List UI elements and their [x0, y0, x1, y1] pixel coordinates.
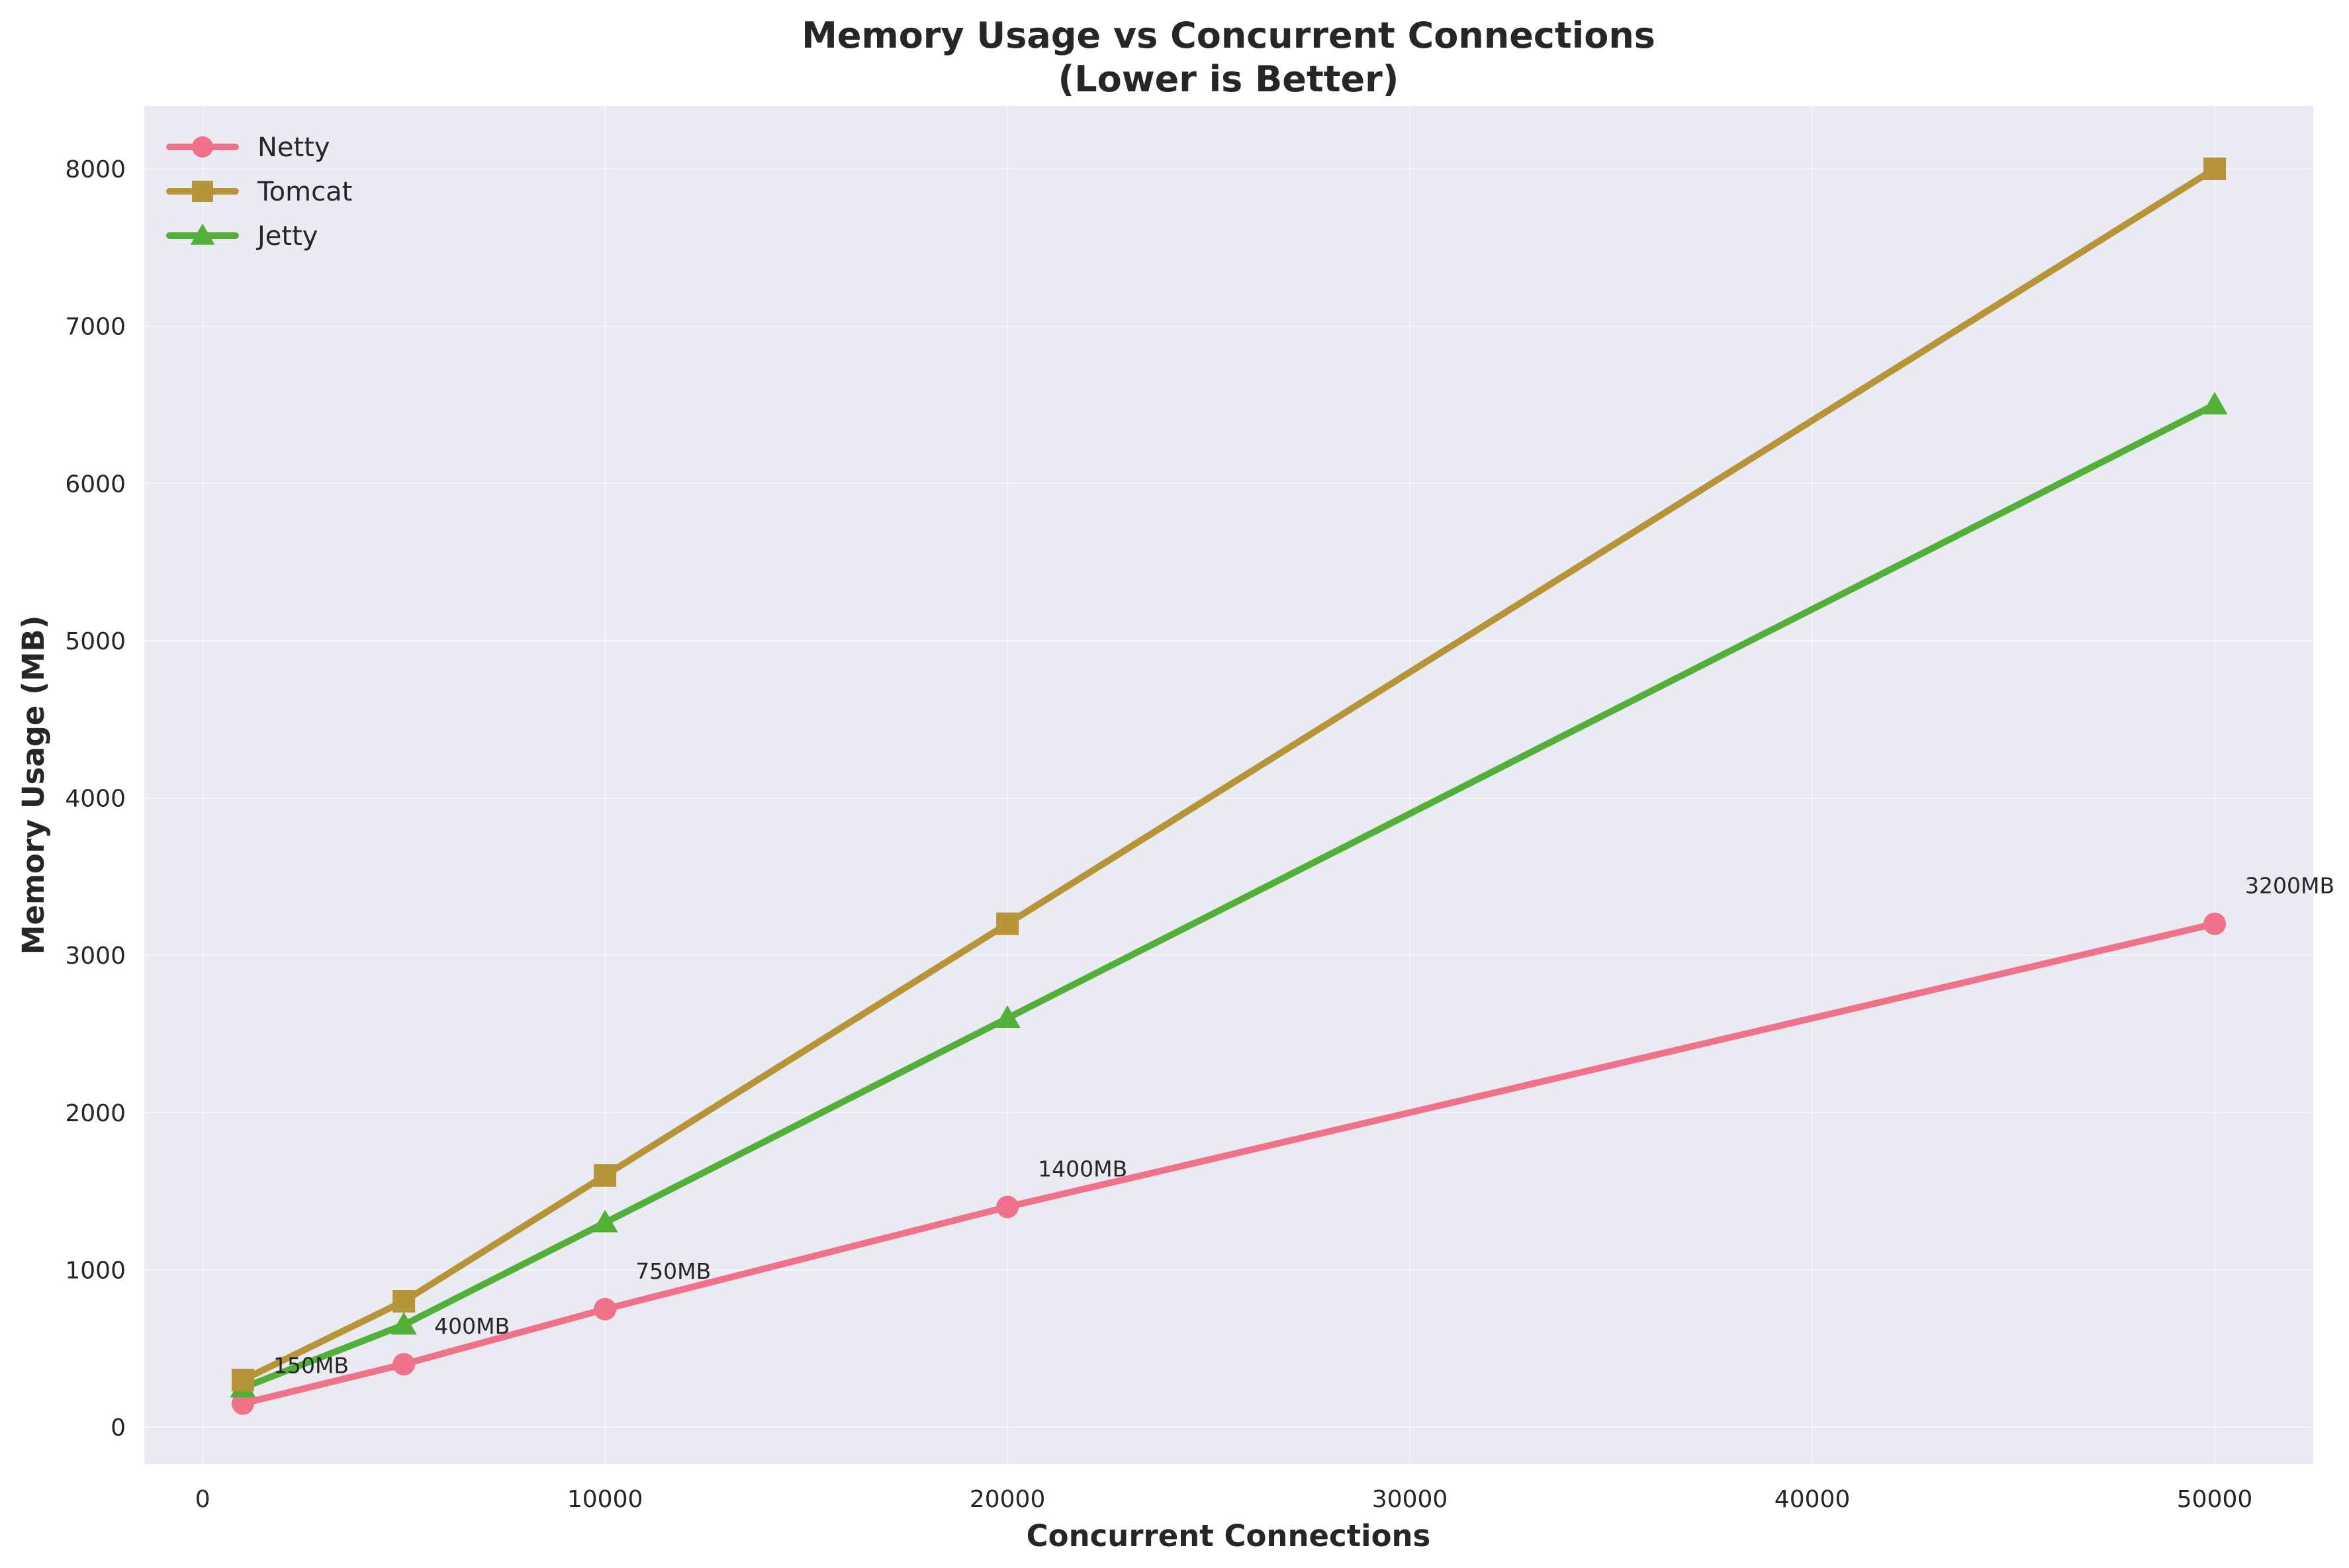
data-point-tomcat [2203, 158, 2227, 181]
y-tick-label: 8000 [65, 156, 126, 183]
legend-label: Jetty [255, 221, 318, 252]
data-point-netty [2203, 912, 2227, 935]
data-point-netty [392, 1353, 416, 1376]
series-netty [231, 912, 2227, 1415]
data-point-netty [996, 1195, 1019, 1219]
grid-lines [144, 106, 2313, 1464]
data-point-netty [594, 1297, 617, 1320]
x-tick-label: 30000 [1372, 1486, 1448, 1513]
data-point-jetty [391, 1312, 417, 1335]
data-labels: 150MB 400MB 750MB 1400MB 3200MB [273, 873, 2334, 1379]
data-point-tomcat [392, 1290, 416, 1313]
x-tick-label: 20000 [970, 1486, 1046, 1513]
legend-item-jetty: Jetty [166, 221, 318, 252]
data-point-netty [231, 1392, 254, 1415]
legend: Netty Tomcat Jetty [166, 132, 352, 252]
x-tick-label: 0 [195, 1486, 210, 1513]
y-tick-label: 7000 [65, 314, 126, 341]
series-tomcat [231, 158, 2227, 1391]
x-tick-label: 40000 [1774, 1486, 1851, 1513]
data-point-jetty [2201, 391, 2228, 415]
y-tick-label: 6000 [65, 471, 126, 498]
x-axis-label: Concurrent Connections [1027, 1518, 1431, 1553]
data-point-tomcat [231, 1368, 254, 1391]
x-tick-label: 10000 [567, 1486, 643, 1513]
data-label: 400MB [434, 1313, 510, 1339]
y-axis-label: Memory Usage (MB) [16, 616, 51, 955]
data-label: 150MB [273, 1353, 349, 1379]
data-point-jetty [592, 1209, 618, 1232]
y-tick-label: 0 [111, 1414, 126, 1442]
y-tick-label: 3000 [65, 943, 126, 970]
legend-label: Netty [257, 132, 330, 163]
legend-label: Tomcat [257, 177, 352, 207]
legend-marker [192, 136, 213, 158]
tick-labels: 0 10000 20000 30000 40000 50000 0 1000 2000 3000 4… [65, 156, 2252, 1513]
legend-marker [192, 181, 213, 202]
data-label: 1400MB [1038, 1156, 1127, 1181]
data-label: 3200MB [2245, 873, 2334, 899]
legend-item-tomcat: Tomcat [166, 177, 352, 207]
x-tick-label: 50000 [2177, 1486, 2253, 1513]
data-point-tomcat [996, 912, 1019, 935]
chart-title: Memory Usage vs Concurrent Connections [802, 15, 1655, 56]
y-tick-label: 1000 [65, 1258, 126, 1285]
series-layer [230, 158, 2228, 1415]
data-point-jetty [994, 1005, 1021, 1028]
legend-item-netty: Netty [166, 132, 330, 163]
data-point-tomcat [594, 1164, 617, 1187]
legend-marker [190, 223, 215, 245]
y-tick-label: 4000 [65, 786, 126, 813]
chart-subtitle: (Lower is Better) [1058, 58, 1399, 100]
y-tick-label: 2000 [65, 1100, 126, 1127]
y-tick-label: 5000 [65, 628, 126, 655]
data-label: 750MB [635, 1258, 711, 1284]
